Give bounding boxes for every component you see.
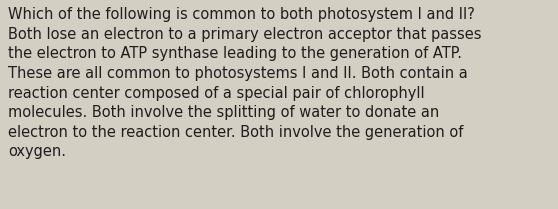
Text: Which of the following is common to both photosystem I and II?
Both lose an elec: Which of the following is common to both… — [8, 7, 482, 159]
